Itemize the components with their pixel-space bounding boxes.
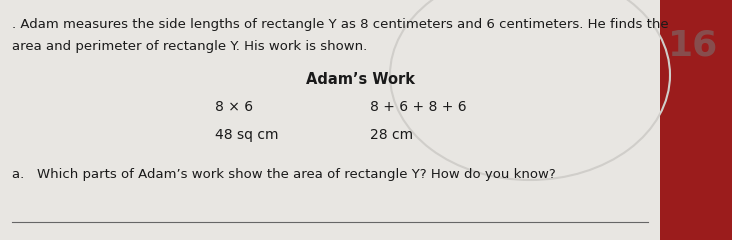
Text: 8 + 6 + 8 + 6: 8 + 6 + 8 + 6 — [370, 100, 466, 114]
Text: 16: 16 — [668, 28, 718, 62]
Bar — [660, 0, 732, 240]
Text: 48 sq cm: 48 sq cm — [215, 128, 278, 142]
Text: a.   Which parts of Adam’s work show the area of rectangle Y? How do you know?: a. Which parts of Adam’s work show the a… — [12, 168, 556, 181]
Text: 8 × 6: 8 × 6 — [215, 100, 253, 114]
Text: area and perimeter of rectangle Y. His work is shown.: area and perimeter of rectangle Y. His w… — [12, 40, 367, 53]
Text: . Adam measures the side lengths of rectangle Y as 8 centimeters and 6 centimete: . Adam measures the side lengths of rect… — [12, 18, 668, 31]
Text: Adam’s Work: Adam’s Work — [305, 72, 414, 87]
Text: 28 cm: 28 cm — [370, 128, 413, 142]
